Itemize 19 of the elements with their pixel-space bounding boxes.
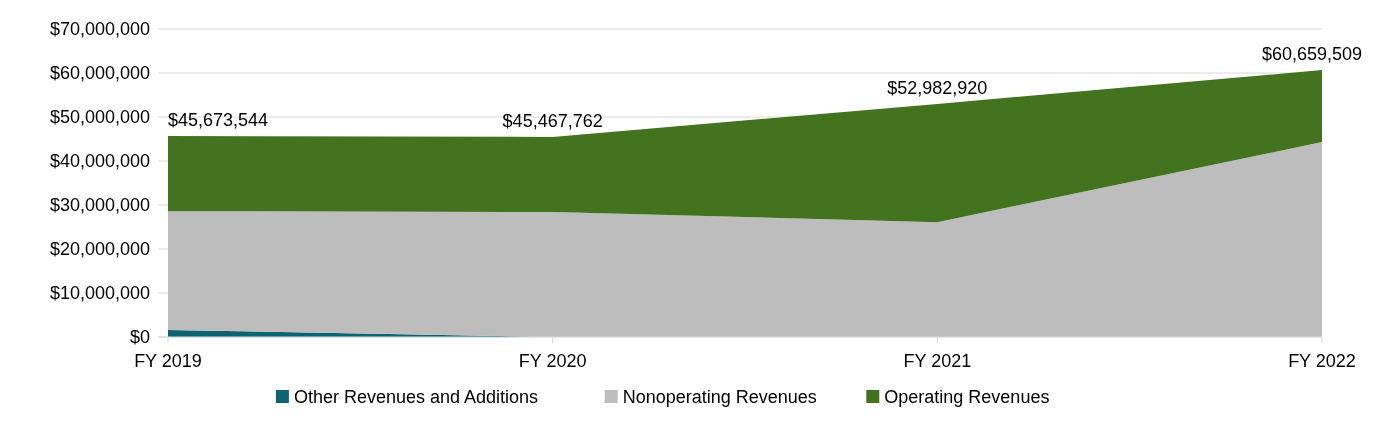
total-label: $52,982,920 bbox=[887, 77, 988, 98]
y-tick-label: $20,000,000 bbox=[49, 239, 150, 260]
x-tick-label: FY 2019 bbox=[134, 351, 202, 371]
total-label: $45,467,762 bbox=[502, 110, 603, 131]
y-tick-label: $10,000,000 bbox=[49, 283, 150, 304]
x-tick-label: FY 2021 bbox=[903, 351, 972, 371]
y-tick-label: $70,000,000 bbox=[49, 19, 150, 40]
legend-label: Operating Revenues bbox=[884, 387, 1050, 407]
y-tick-label: $60,000,000 bbox=[49, 63, 150, 84]
y-tick-label: $50,000,000 bbox=[49, 107, 150, 128]
x-tick-label: FY 2020 bbox=[518, 351, 587, 371]
y-tick-label: $30,000,000 bbox=[49, 195, 150, 216]
x-tick-label: FY 2022 bbox=[1288, 351, 1356, 371]
y-tick-label: $0 bbox=[129, 327, 150, 348]
legend-label: Nonoperating Revenues bbox=[622, 387, 817, 407]
legend-label: Other Revenues and Additions bbox=[293, 387, 539, 407]
total-label: $45,673,544 bbox=[168, 110, 269, 131]
y-tick-label: $40,000,000 bbox=[49, 151, 150, 172]
total-label: $60,659,509 bbox=[1261, 44, 1362, 65]
